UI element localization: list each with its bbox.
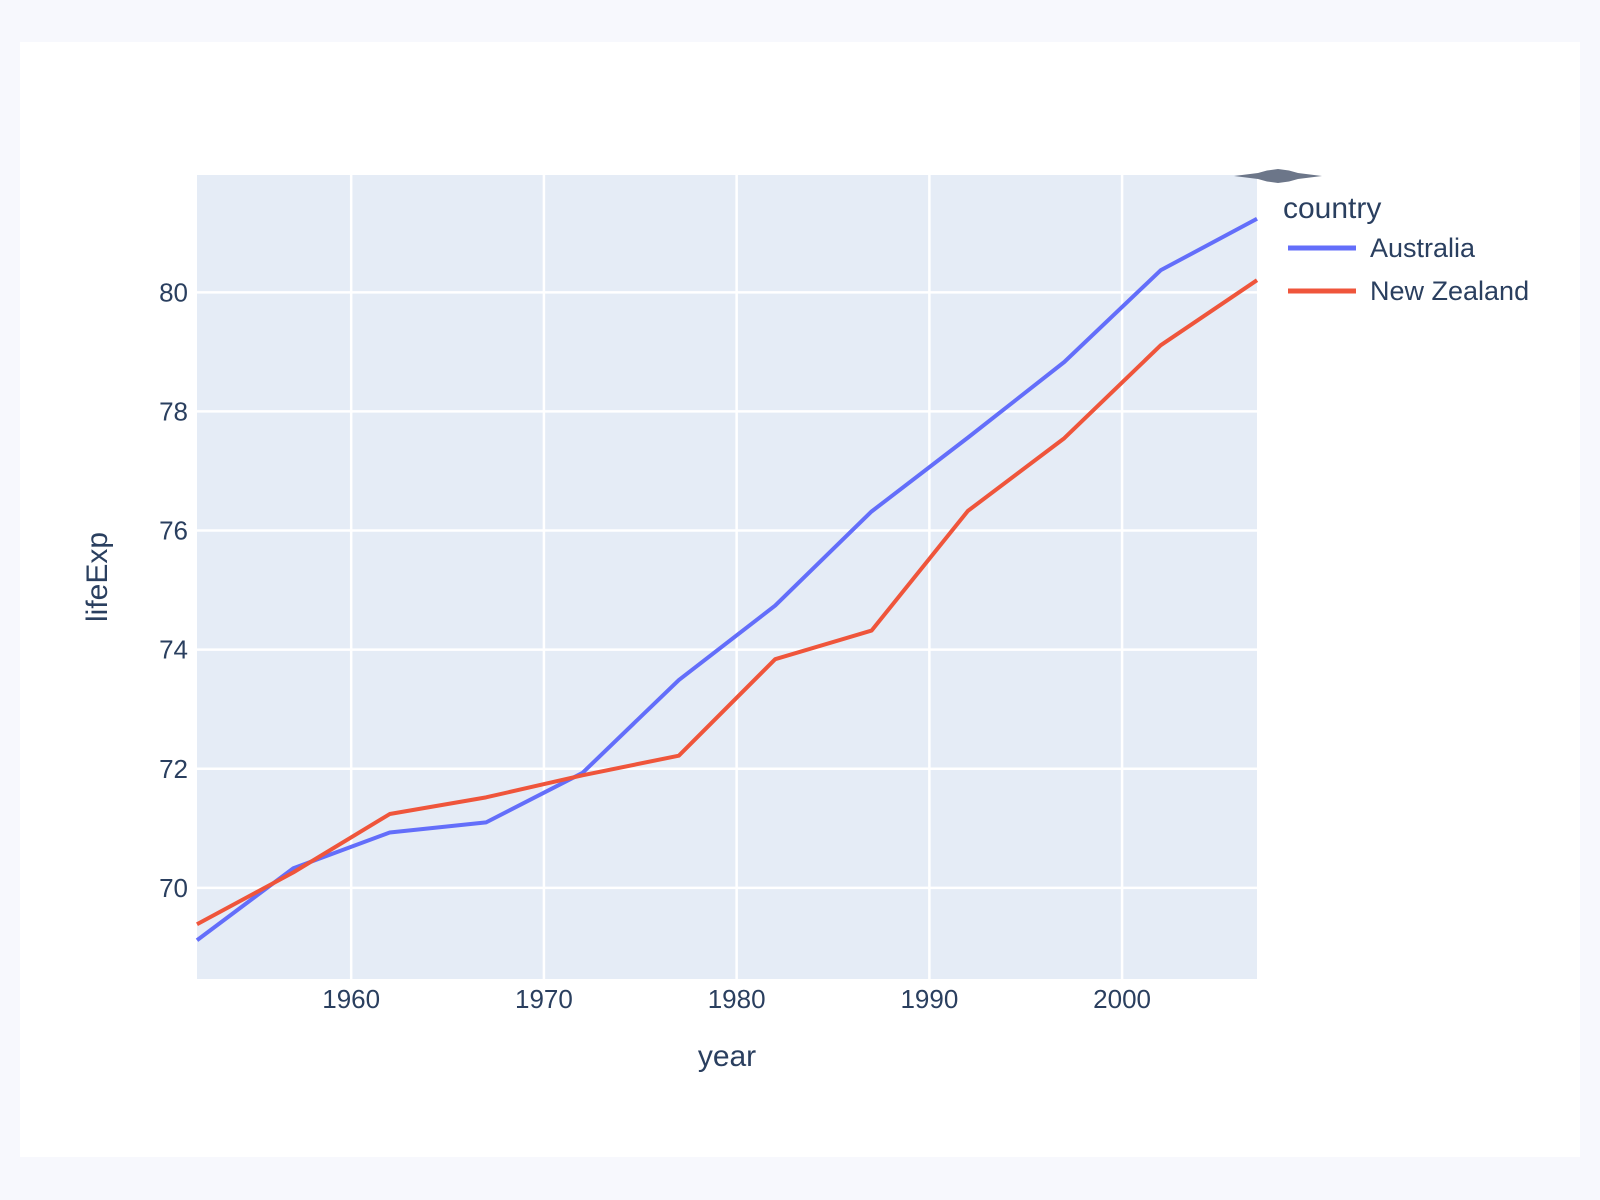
y-tick-label: 80 xyxy=(159,277,188,307)
y-tick-label: 74 xyxy=(159,635,188,665)
gridlines xyxy=(197,175,1257,979)
x-tick-label: 2000 xyxy=(1093,984,1151,1014)
y-axis-title: lifeExp xyxy=(81,532,114,622)
modebar-toggle-icon[interactable] xyxy=(1234,169,1322,183)
y-tick-label: 72 xyxy=(159,754,188,784)
legend-label-australia: Australia xyxy=(1370,233,1476,263)
y-tick-label: 78 xyxy=(159,396,188,426)
y-tick-label: 76 xyxy=(159,516,188,546)
x-axis-tick-labels: 1960 1970 1980 1990 2000 xyxy=(322,984,1151,1014)
x-tick-label: 1970 xyxy=(515,984,573,1014)
x-tick-label: 1980 xyxy=(708,984,766,1014)
legend-label-new-zealand: New Zealand xyxy=(1370,276,1529,306)
series-line-new-zealand xyxy=(196,278,1259,926)
plot-area[interactable] xyxy=(197,175,1257,979)
legend: country Australia New Zealand xyxy=(1283,192,1529,306)
legend-item-new-zealand[interactable]: New Zealand xyxy=(1288,276,1529,306)
y-axis-tick-labels: 70 72 74 76 78 80 xyxy=(159,277,188,903)
series-line-australia xyxy=(195,217,1258,942)
series-lines xyxy=(195,217,1259,942)
legend-title: country xyxy=(1283,192,1381,225)
x-tick-label: 1990 xyxy=(900,984,958,1014)
x-tick-label: 1960 xyxy=(322,984,380,1014)
legend-item-australia[interactable]: Australia xyxy=(1288,233,1476,263)
x-axis-title: year xyxy=(698,1040,756,1073)
y-tick-label: 70 xyxy=(159,873,188,903)
